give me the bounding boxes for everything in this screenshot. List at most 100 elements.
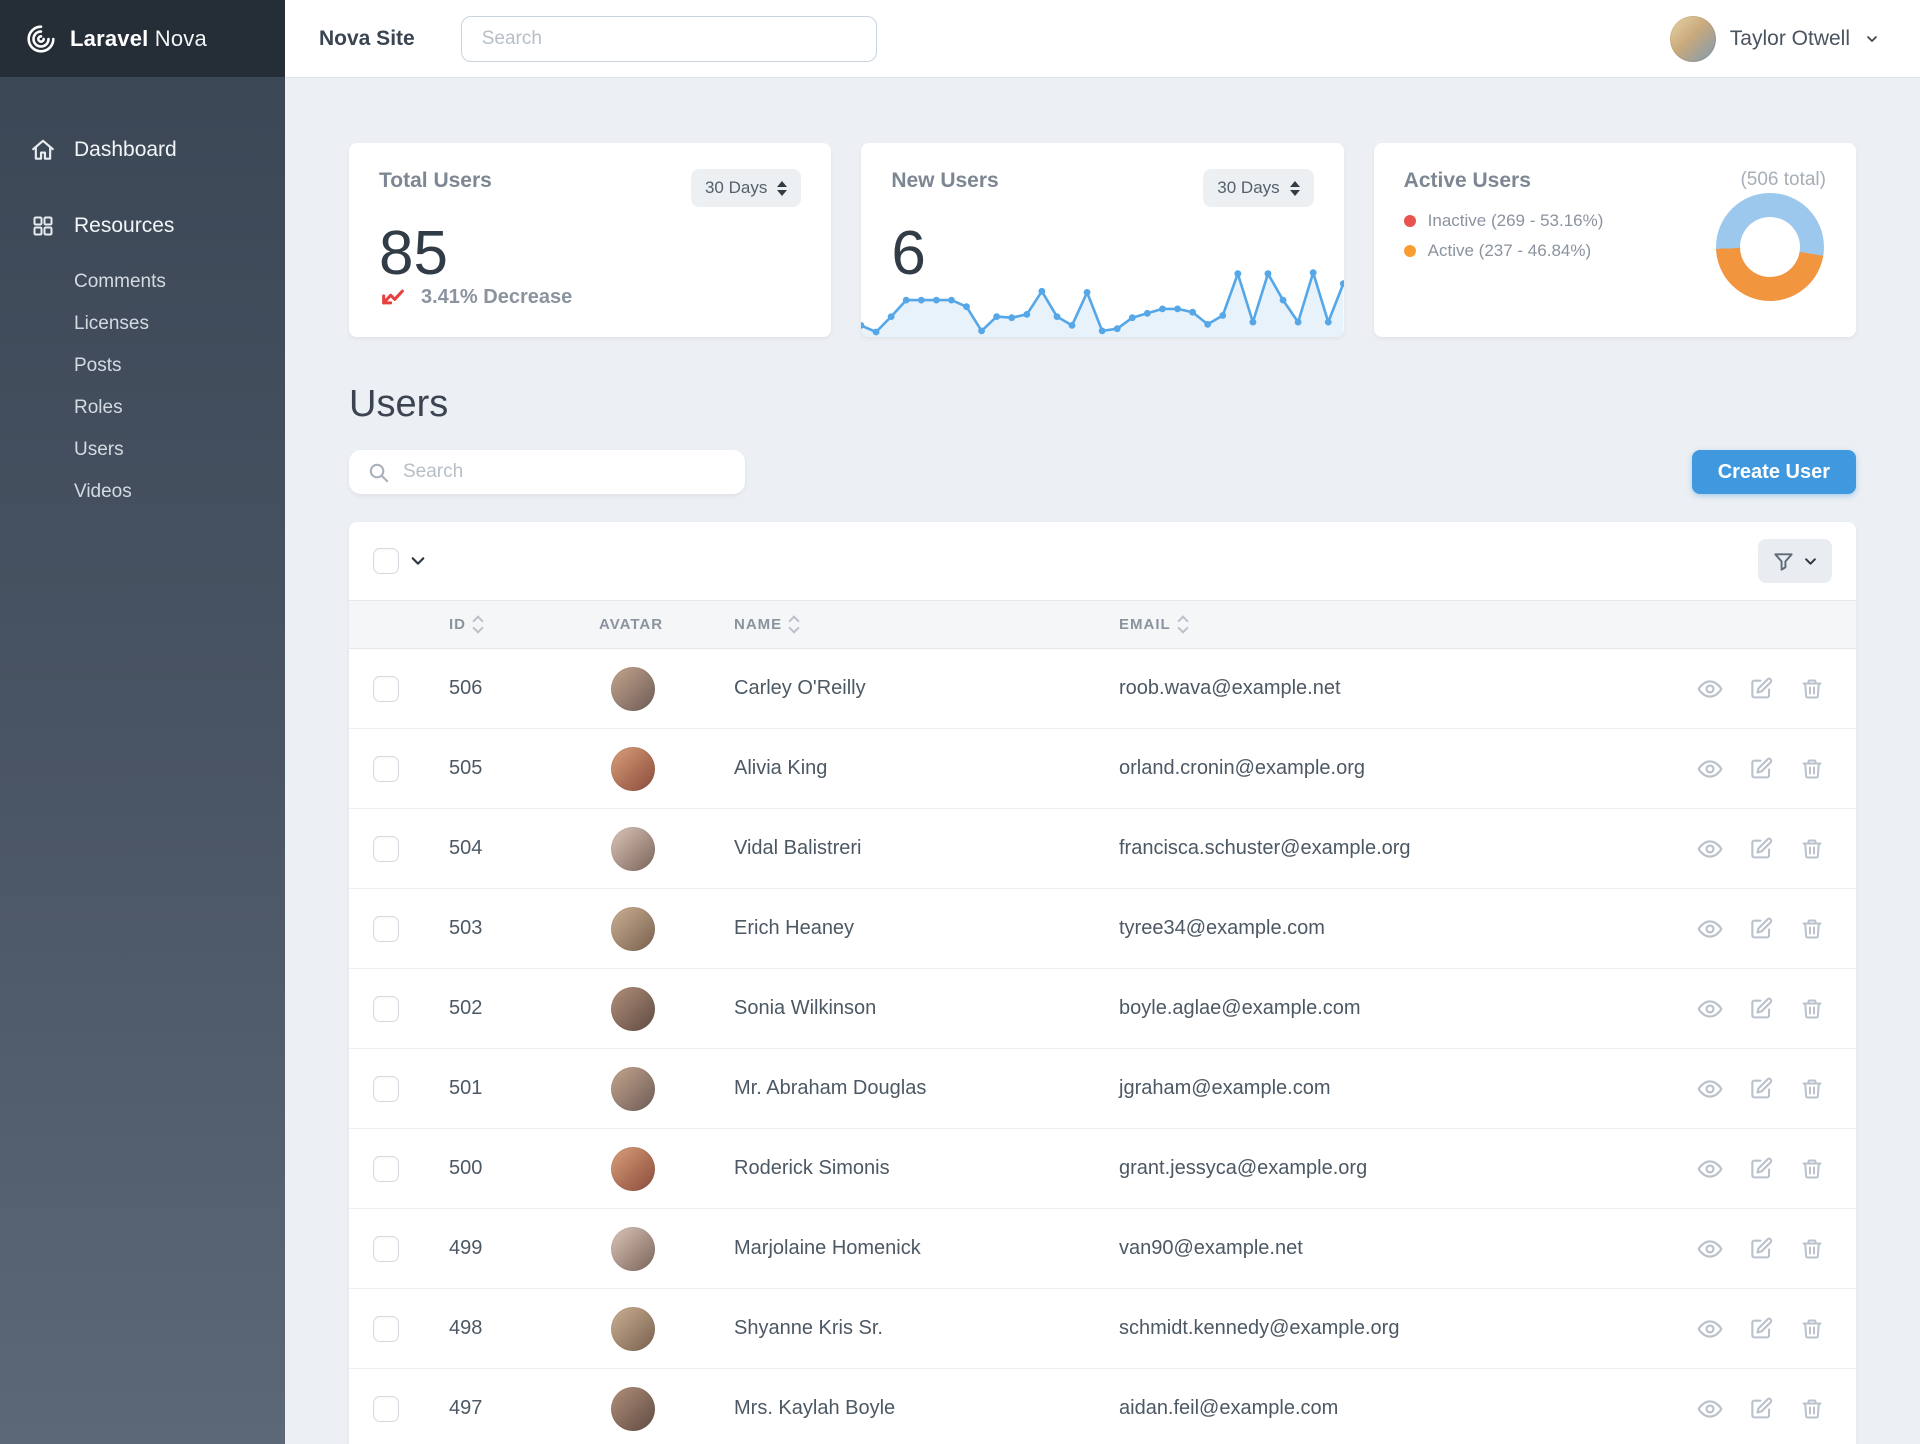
sidebar-item-roles[interactable]: Roles xyxy=(74,397,123,418)
delete-button[interactable] xyxy=(1800,997,1824,1021)
edit-button[interactable] xyxy=(1749,836,1774,861)
brand-name: Laravel Nova xyxy=(70,25,207,51)
edit-button[interactable] xyxy=(1749,916,1774,941)
row-checkbox[interactable] xyxy=(373,835,399,862)
cell-name: Roderick Simonis xyxy=(734,1157,890,1179)
brand-logo[interactable]: Laravel Nova xyxy=(0,0,285,77)
avatar xyxy=(611,746,655,791)
cell-email: roob.wava@example.net xyxy=(1119,677,1341,699)
view-button[interactable] xyxy=(1697,1396,1723,1422)
delete-button[interactable] xyxy=(1800,917,1824,941)
sidebar-item-posts[interactable]: Posts xyxy=(74,355,122,376)
row-checkbox[interactable] xyxy=(373,1395,399,1422)
row-checkbox[interactable] xyxy=(373,1315,399,1342)
content: Total Users 30 Days 85 3.41% xyxy=(285,77,1920,1444)
create-user-button[interactable]: Create User xyxy=(1691,450,1856,494)
view-button[interactable] xyxy=(1697,1156,1723,1182)
delete-button[interactable] xyxy=(1800,757,1824,781)
edit-button[interactable] xyxy=(1749,1396,1774,1421)
sidebar-item-comments[interactable]: Comments xyxy=(74,271,166,292)
cell-id: 499 xyxy=(449,1237,483,1259)
column-header-email: EMAIL xyxy=(1097,601,1656,649)
view-button[interactable] xyxy=(1697,836,1723,862)
row-checkbox[interactable] xyxy=(373,1235,399,1262)
bulk-select xyxy=(373,548,427,574)
edit-button[interactable] xyxy=(1749,1316,1774,1341)
sidebar-item-resources[interactable]: Resources xyxy=(0,201,285,251)
edit-button[interactable] xyxy=(1749,676,1774,701)
delete-button[interactable] xyxy=(1800,837,1824,861)
sort-icon[interactable] xyxy=(1177,615,1189,634)
user-menu[interactable]: Taylor Otwell xyxy=(1669,15,1880,62)
edit-button[interactable] xyxy=(1749,1076,1774,1101)
cell-name: Carley O'Reilly xyxy=(734,677,866,699)
view-button[interactable] xyxy=(1697,1236,1723,1262)
edit-button[interactable] xyxy=(1749,756,1774,781)
legend-dot xyxy=(1403,215,1416,227)
cell-id: 501 xyxy=(449,1077,483,1099)
row-checkbox[interactable] xyxy=(373,1075,399,1102)
view-button[interactable] xyxy=(1697,1076,1723,1102)
sidebar-item-users[interactable]: Users xyxy=(74,439,124,460)
row-checkbox[interactable] xyxy=(373,675,399,702)
table-row: 502 Sonia Wilkinson boyle.aglae@example.… xyxy=(349,968,1856,1049)
delete-button[interactable] xyxy=(1800,1317,1824,1341)
header-actions-cell xyxy=(1656,601,1856,649)
row-checkbox[interactable] xyxy=(373,915,399,942)
row-checkbox[interactable] xyxy=(373,755,399,782)
sort-icon[interactable] xyxy=(472,615,484,634)
sparkline-chart xyxy=(861,261,1344,337)
select-stepper-icon xyxy=(1289,180,1300,196)
range-select[interactable]: 30 Days xyxy=(690,169,802,207)
row-checkbox[interactable] xyxy=(373,995,399,1022)
cell-email: grant.jessyca@example.org xyxy=(1119,1157,1368,1179)
table-row: 498 Shyanne Kris Sr. schmidt.kennedy@exa… xyxy=(349,1288,1856,1369)
chevron-down-icon[interactable] xyxy=(409,552,427,570)
delete-button[interactable] xyxy=(1800,677,1824,701)
cell-name: Shyanne Kris Sr. xyxy=(734,1317,883,1339)
edit-button[interactable] xyxy=(1749,996,1774,1021)
table-row: 505 Alivia King orland.cronin@example.or… xyxy=(349,728,1856,809)
cell-name: Erich Heaney xyxy=(734,917,855,939)
view-button[interactable] xyxy=(1697,1316,1723,1342)
delete-button[interactable] xyxy=(1800,1237,1824,1261)
cell-name: Sonia Wilkinson xyxy=(734,997,877,1019)
delete-button[interactable] xyxy=(1800,1397,1824,1421)
trend: 3.41% Decrease xyxy=(379,283,572,311)
trend-down-icon xyxy=(382,289,404,305)
delete-button[interactable] xyxy=(1800,1157,1824,1181)
users-table-panel: ID AVATAR NAME EMAIL xyxy=(349,522,1856,1444)
edit-button[interactable] xyxy=(1749,1236,1774,1261)
sidebar-item-licenses[interactable]: Licenses xyxy=(74,313,149,334)
sidebar-item-dashboard[interactable]: Dashboard xyxy=(0,125,285,175)
view-button[interactable] xyxy=(1697,996,1723,1022)
select-all-checkbox[interactable] xyxy=(373,548,399,574)
sidebar-item-videos[interactable]: Videos xyxy=(74,481,132,502)
view-button[interactable] xyxy=(1697,676,1723,702)
donut-chart xyxy=(1715,193,1824,301)
table-row: 503 Erich Heaney tyree34@example.com xyxy=(349,888,1856,969)
edit-button[interactable] xyxy=(1749,1156,1774,1181)
card-title: Active Users xyxy=(1403,169,1531,192)
range-select[interactable]: 30 Days xyxy=(1203,169,1314,207)
cell-id: 504 xyxy=(449,837,483,859)
view-button[interactable] xyxy=(1697,916,1723,942)
column-header-name: NAME xyxy=(712,601,1097,649)
resource-search-input[interactable] xyxy=(349,450,745,494)
sort-icon[interactable] xyxy=(788,615,800,634)
cell-id: 498 xyxy=(449,1317,483,1339)
card-title: Total Users xyxy=(379,169,492,192)
cell-id: 497 xyxy=(449,1397,483,1419)
view-button[interactable] xyxy=(1697,756,1723,782)
cell-name: Marjolaine Homenick xyxy=(734,1237,921,1259)
site-link[interactable]: Nova Site xyxy=(319,26,415,50)
cell-id: 500 xyxy=(449,1157,483,1179)
row-checkbox[interactable] xyxy=(373,1155,399,1182)
user-name: Taylor Otwell xyxy=(1729,26,1850,50)
global-search-input[interactable] xyxy=(460,15,877,62)
filter-button[interactable] xyxy=(1758,539,1832,583)
card-active-users: Active Users (506 total) Inactive (269 -… xyxy=(1373,143,1856,337)
nova-swirl-icon xyxy=(27,24,55,53)
delete-button[interactable] xyxy=(1800,1077,1824,1101)
